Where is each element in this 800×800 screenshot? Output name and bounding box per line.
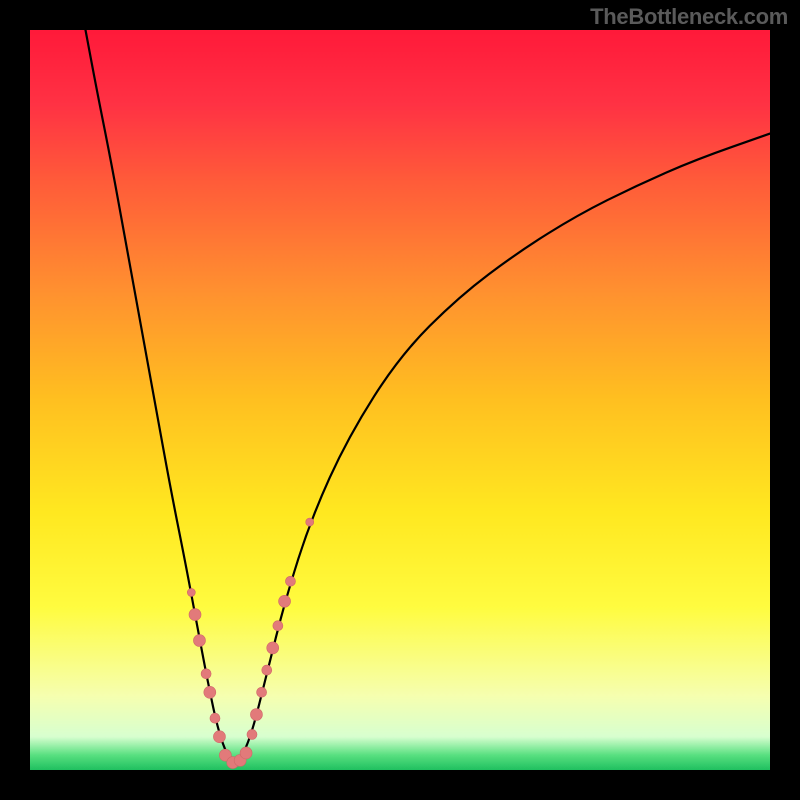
bottleneck-curve: [86, 30, 771, 763]
marker-point: [262, 665, 272, 675]
watermark-text: TheBottleneck.com: [590, 4, 788, 30]
marker-point: [250, 709, 262, 721]
marker-point: [187, 588, 195, 596]
marker-point: [267, 642, 279, 654]
marker-point: [201, 669, 211, 679]
marker-point: [257, 687, 267, 697]
marker-point: [189, 609, 201, 621]
plot-area: [30, 30, 770, 770]
plot-svg: [30, 30, 770, 770]
data-markers: [187, 518, 313, 769]
marker-point: [306, 518, 314, 526]
marker-point: [213, 731, 225, 743]
marker-point: [285, 576, 295, 586]
marker-point: [210, 713, 220, 723]
marker-point: [204, 686, 216, 698]
marker-point: [279, 595, 291, 607]
marker-point: [247, 729, 257, 739]
marker-point: [273, 621, 283, 631]
outer-frame: TheBottleneck.com: [0, 0, 800, 800]
marker-point: [240, 747, 252, 759]
marker-point: [193, 635, 205, 647]
